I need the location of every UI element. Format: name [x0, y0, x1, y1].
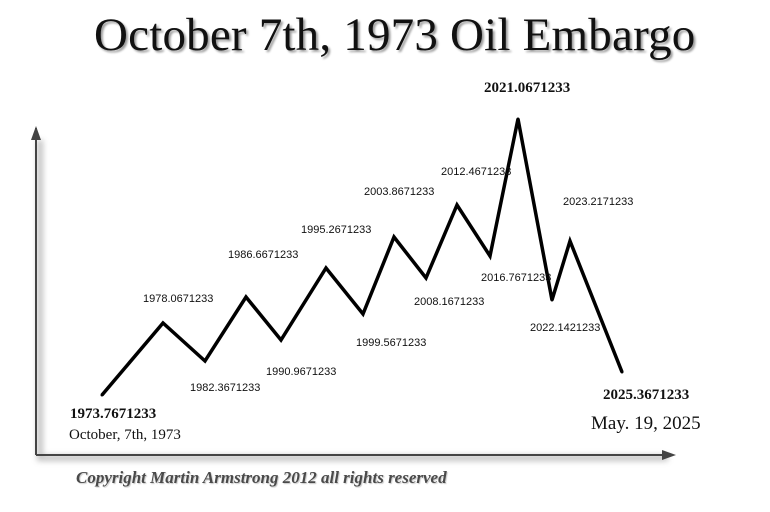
- data-point-high: [161, 321, 165, 325]
- point-label: 2023.2171233: [563, 196, 633, 208]
- data-point-high: [392, 235, 396, 239]
- point-label: 2008.1671233: [414, 296, 484, 308]
- point-date-label: May. 19, 2025: [591, 413, 701, 434]
- point-label: 1982.3671233: [190, 382, 260, 394]
- data-point-high: [568, 239, 572, 243]
- point-label: 1978.0671233: [143, 293, 213, 305]
- data-point-high: [324, 266, 328, 270]
- series-line: [100, 118, 624, 397]
- data-point-start: [100, 393, 104, 397]
- data-point-low: [361, 312, 365, 316]
- point-label: 2003.8671233: [364, 186, 434, 198]
- data-point-low: [550, 298, 554, 302]
- point-label: 2012.4671233: [441, 166, 511, 178]
- point-label: 2022.1421233: [530, 322, 600, 334]
- axis-shadow: [37, 140, 668, 461]
- data-point-low: [279, 338, 283, 342]
- data-point-high: [244, 295, 248, 299]
- point-label: 2025.3671233: [603, 387, 689, 403]
- point-label: 1990.9671233: [266, 366, 336, 378]
- data-point-peak: [516, 117, 520, 121]
- chart-title: October 7th, 1973 Oil Embargo: [94, 9, 696, 61]
- point-label: 2021.0671233: [484, 80, 570, 96]
- point-label: 1995.2671233: [301, 224, 371, 236]
- data-point-low: [488, 254, 492, 258]
- point-label: 1973.7671233: [70, 406, 156, 422]
- series: [100, 117, 624, 397]
- copyright-notice: Copyright Martin Armstrong 2012 all righ…: [76, 468, 447, 487]
- point-label: 1986.6671233: [228, 249, 298, 261]
- axes: [31, 126, 676, 461]
- y-axis-arrow: [31, 126, 41, 140]
- data-point-low: [203, 359, 207, 363]
- x-axis-arrow: [662, 450, 676, 460]
- point-label: 2016.7671233: [481, 272, 551, 284]
- point-date-label: October, 7th, 1973: [69, 427, 181, 443]
- data-point-high: [455, 203, 459, 207]
- data-point-end: [620, 370, 624, 374]
- point-label: 1999.5671233: [356, 337, 426, 349]
- data-point-low: [424, 276, 428, 280]
- point-labels: 1973.7671233 October, 7th, 1973 1978.06712…: [69, 80, 701, 443]
